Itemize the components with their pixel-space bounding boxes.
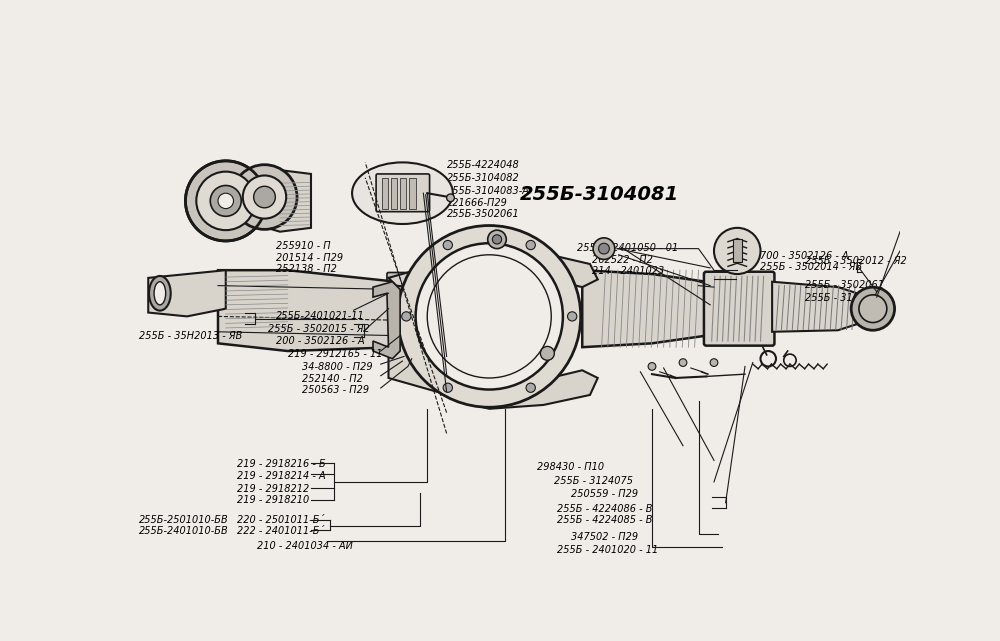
Text: 220 - 2501011-Б´: 220 - 2501011-Б´ — [237, 515, 325, 525]
Text: 347502 - П29: 347502 - П29 — [571, 533, 638, 542]
Circle shape — [568, 312, 577, 321]
Circle shape — [232, 165, 297, 229]
Circle shape — [218, 193, 234, 208]
Text: 219 - 2912165 - 11: 219 - 2912165 - 11 — [288, 349, 382, 360]
Circle shape — [398, 226, 581, 407]
Circle shape — [859, 295, 887, 322]
Circle shape — [243, 176, 286, 219]
Text: 255Б-3104083-А: 255Б-3104083-А — [447, 187, 530, 196]
Bar — [409, 178, 416, 208]
Polygon shape — [449, 370, 598, 409]
Polygon shape — [218, 271, 396, 351]
Text: 700 - 3502126 - А: 700 - 3502126 - А — [761, 251, 849, 261]
Circle shape — [593, 238, 615, 260]
Circle shape — [254, 187, 275, 208]
Circle shape — [443, 383, 452, 392]
Circle shape — [443, 240, 452, 249]
Text: 255Б - 3502012 - Я2: 255Б - 3502012 - Я2 — [805, 256, 907, 266]
Circle shape — [210, 185, 241, 216]
Polygon shape — [388, 263, 505, 297]
Text: 214 - 2401023: 214 - 2401023 — [592, 266, 664, 276]
Circle shape — [714, 228, 761, 274]
Text: 219 - 2918212: 219 - 2918212 — [237, 484, 310, 494]
Polygon shape — [388, 344, 505, 394]
Text: 222 - 2401011-Б´: 222 - 2401011-Б´ — [237, 526, 325, 536]
Circle shape — [402, 312, 411, 321]
Circle shape — [599, 243, 609, 254]
Text: 250559 - П29: 250559 - П29 — [571, 489, 638, 499]
Text: 255Б-3104082: 255Б-3104082 — [447, 173, 519, 183]
Polygon shape — [373, 282, 400, 359]
Circle shape — [447, 194, 454, 202]
Polygon shape — [241, 180, 268, 218]
Text: 201514 - П29: 201514 - П29 — [276, 253, 343, 263]
Circle shape — [488, 230, 506, 249]
Text: 252140 - П2: 252140 - П2 — [302, 374, 363, 384]
Text: 255Б - 3502015 - Я2: 255Б - 3502015 - Я2 — [268, 324, 370, 334]
Circle shape — [416, 243, 563, 390]
Text: 255Б - 3124075: 255Б - 3124075 — [554, 476, 633, 486]
Text: 255Б - 2401020 - 11: 255Б - 2401020 - 11 — [557, 545, 659, 554]
Text: 255Б-3104081: 255Б-3104081 — [520, 185, 680, 204]
Circle shape — [196, 172, 255, 230]
Text: 255Б - 4224086 - В: 255Б - 4224086 - В — [557, 504, 653, 514]
Text: 255Б-2401010-БВ: 255Б-2401010-БВ — [139, 526, 229, 536]
Ellipse shape — [352, 162, 453, 224]
Circle shape — [648, 363, 656, 370]
Polygon shape — [772, 282, 869, 332]
Ellipse shape — [154, 282, 166, 305]
Text: 255Б - 3104081: 255Б - 3104081 — [805, 292, 884, 303]
Text: 255Б - 4224085 - В: 255Б - 4224085 - В — [557, 515, 653, 525]
Ellipse shape — [149, 276, 171, 311]
FancyBboxPatch shape — [376, 174, 430, 212]
Circle shape — [679, 359, 687, 367]
Polygon shape — [148, 271, 226, 317]
Text: 200 - 3502126 - А: 200 - 3502126 - А — [276, 336, 365, 346]
Text: 298430 - П10: 298430 - П10 — [537, 462, 604, 472]
Circle shape — [710, 359, 718, 367]
Polygon shape — [449, 249, 598, 287]
Bar — [733, 239, 742, 263]
Bar — [382, 178, 388, 208]
FancyBboxPatch shape — [704, 272, 774, 345]
Text: 255Б-3502061: 255Б-3502061 — [447, 209, 519, 219]
Polygon shape — [582, 271, 706, 347]
Text: 219 - 2918210: 219 - 2918210 — [237, 495, 310, 505]
Text: 255Б-2501010-БВ: 255Б-2501010-БВ — [139, 515, 229, 525]
Text: 255Б-2401021-11: 255Б-2401021-11 — [276, 312, 365, 321]
Text: 255Б - 3502014 - ЯВ: 255Б - 3502014 - ЯВ — [761, 262, 863, 272]
Polygon shape — [240, 170, 311, 231]
Text: 219 - 2918216 - Б: 219 - 2918216 - Б — [237, 460, 326, 469]
Text: 255Б - 3502061: 255Б - 3502061 — [805, 280, 884, 290]
Text: 219 - 2918214 - А: 219 - 2918214 - А — [237, 470, 326, 481]
Circle shape — [492, 235, 502, 244]
Text: 34-8800 - П29: 34-8800 - П29 — [302, 362, 372, 372]
Circle shape — [851, 287, 895, 330]
Circle shape — [540, 346, 554, 360]
Text: 255910 - П: 255910 - П — [276, 241, 331, 251]
Circle shape — [185, 161, 266, 241]
Circle shape — [526, 383, 535, 392]
Bar — [400, 178, 406, 208]
Text: 210 - 2401034 - АИ: 210 - 2401034 - АИ — [257, 541, 353, 551]
Text: 255Б-4224048: 255Б-4224048 — [447, 160, 519, 170]
Text: 221666-П29: 221666-П29 — [447, 198, 508, 208]
FancyBboxPatch shape — [387, 272, 506, 356]
Text: 250563 - П29: 250563 - П29 — [302, 385, 369, 395]
Text: 262522 - П2: 262522 - П2 — [592, 254, 652, 265]
Text: 255Б - 2401050 - 01: 255Б - 2401050 - 01 — [577, 243, 678, 253]
Circle shape — [526, 240, 535, 249]
Bar — [391, 178, 397, 208]
Text: 255Б - 35Н2013 - ЯВ: 255Б - 35Н2013 - ЯВ — [139, 331, 242, 341]
Text: 252138 - П2: 252138 - П2 — [276, 264, 337, 274]
